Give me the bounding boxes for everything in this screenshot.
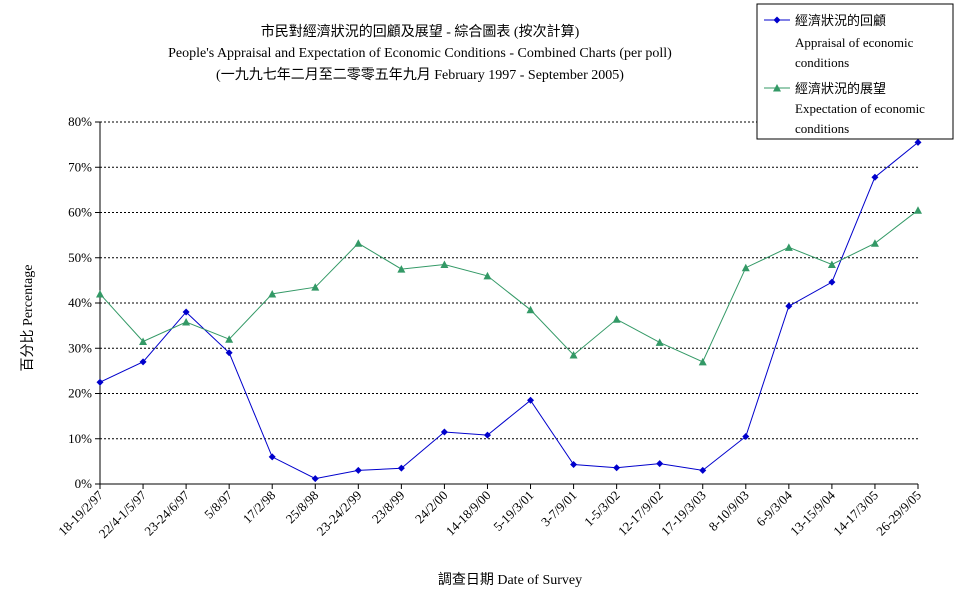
x-tick-label: 17-19/3/03 (658, 488, 709, 539)
legend-label-appraisal-en-1: Appraisal of economic (795, 35, 914, 50)
data-point (440, 428, 448, 436)
series-appraisal (96, 138, 922, 483)
data-point (527, 396, 535, 404)
data-point (871, 173, 879, 181)
x-tick-label: 13-15/9/04 (787, 487, 838, 538)
y-tick-label: 50% (68, 250, 92, 265)
data-point (827, 260, 836, 269)
data-point (914, 138, 922, 146)
y-tick-label: 20% (68, 386, 92, 401)
y-tick-label: 70% (68, 159, 92, 174)
gridlines (100, 121, 918, 440)
data-point (785, 302, 793, 310)
data-point (483, 271, 492, 280)
data-point (96, 289, 104, 298)
x-tick-label: 26-29/9/05 (873, 488, 924, 539)
legend-label-expectation-zh: 經濟狀況的展望 (795, 81, 886, 96)
y-tick-label: 30% (68, 340, 92, 355)
series-layer (96, 138, 922, 483)
x-tick-label: 22/4-1/5/97 (96, 487, 150, 541)
y-tick-label: 80% (68, 114, 92, 129)
legend: 經濟狀況的回顧 Appraisal of economic conditions… (756, 3, 954, 140)
data-point (698, 357, 707, 366)
chart-title: 市民對經濟狀況的回顧及展望 - 綜合圖表 (按次計算) (261, 23, 580, 40)
data-point (268, 453, 276, 461)
y-tick-label: 40% (68, 295, 92, 310)
series-line (99, 142, 919, 480)
legend-label-expectation-en-1: Expectation of economic (795, 101, 925, 116)
series-line (99, 209, 919, 363)
data-point (570, 461, 578, 469)
data-point (96, 378, 104, 386)
data-point (828, 278, 836, 286)
y-tick-label: 60% (68, 205, 92, 220)
data-point (182, 308, 190, 316)
x-tick-label: 23-24/2/99 (313, 488, 364, 539)
chart-subtitle-2: (一九九七年二月至二零零五年九月 February 1997 - Septemb… (216, 67, 624, 83)
data-point (311, 475, 319, 483)
chart-subtitle: People's Appraisal and Expectation of Ec… (168, 46, 672, 61)
x-tick-label: 5/8/97 (201, 487, 235, 521)
x-tick-label: 8-10/9/03 (706, 488, 752, 534)
x-tick-label: 14-18/9/00 (443, 488, 494, 539)
data-point (139, 337, 148, 345)
data-point (311, 283, 320, 291)
legend-label-expectation-en-2: conditions (795, 121, 849, 136)
legend-label-appraisal-zh: 經濟狀況的回顧 (795, 13, 886, 28)
x-tick-label: 14-17/3/05 (830, 488, 881, 539)
data-point (870, 239, 879, 247)
x-tick-label: 5-19/3/01 (490, 488, 536, 534)
data-point (656, 460, 664, 468)
data-point (354, 466, 362, 474)
legend-marker-expectation (773, 84, 781, 92)
data-point (225, 335, 234, 343)
data-point (569, 351, 578, 359)
y-axis-title: 百分比 Percentage (20, 265, 36, 372)
data-point (612, 315, 621, 323)
x-tick-label: 17/2/98 (240, 488, 279, 527)
data-point (613, 464, 621, 472)
data-point (655, 338, 664, 346)
data-point (440, 260, 449, 269)
x-tick-label: 12-17/9/02 (615, 488, 666, 539)
x-tick-label: 3-7/9/01 (538, 488, 580, 530)
legend-box (756, 3, 954, 140)
data-point (784, 243, 793, 251)
data-point (483, 431, 491, 439)
x-tick-label: 23/8/99 (369, 488, 408, 527)
x-axis-title: 調查日期 Date of Survey (438, 572, 582, 588)
x-tick-label: 24/2/00 (412, 488, 451, 527)
data-point (741, 263, 750, 272)
data-point (354, 239, 363, 247)
data-point (742, 432, 750, 440)
x-tick-label: 25/8/98 (283, 488, 322, 527)
data-point (225, 349, 233, 357)
y-tick-label: 10% (68, 431, 92, 446)
data-point (397, 464, 405, 472)
data-point (526, 305, 535, 314)
legend-marker-appraisal (773, 16, 781, 24)
data-point (699, 466, 707, 474)
data-point (139, 358, 147, 366)
y-tick-label: 0% (75, 476, 93, 491)
data-point (268, 289, 277, 298)
series-expectation (96, 206, 922, 366)
data-point (182, 318, 191, 326)
x-tick-label: 1-5/3/02 (581, 488, 623, 530)
axes (95, 121, 919, 489)
x-tick-label: 23-24/6/97 (141, 487, 192, 538)
x-tick-label: 6-9/3/04 (753, 487, 795, 529)
data-point (397, 265, 406, 273)
legend-label-appraisal-en-2: conditions (795, 55, 849, 70)
data-point (914, 206, 922, 214)
y-tick-labels: 0% 10% 20% 30% 40% 50% 60% 70% 80% (68, 114, 92, 491)
